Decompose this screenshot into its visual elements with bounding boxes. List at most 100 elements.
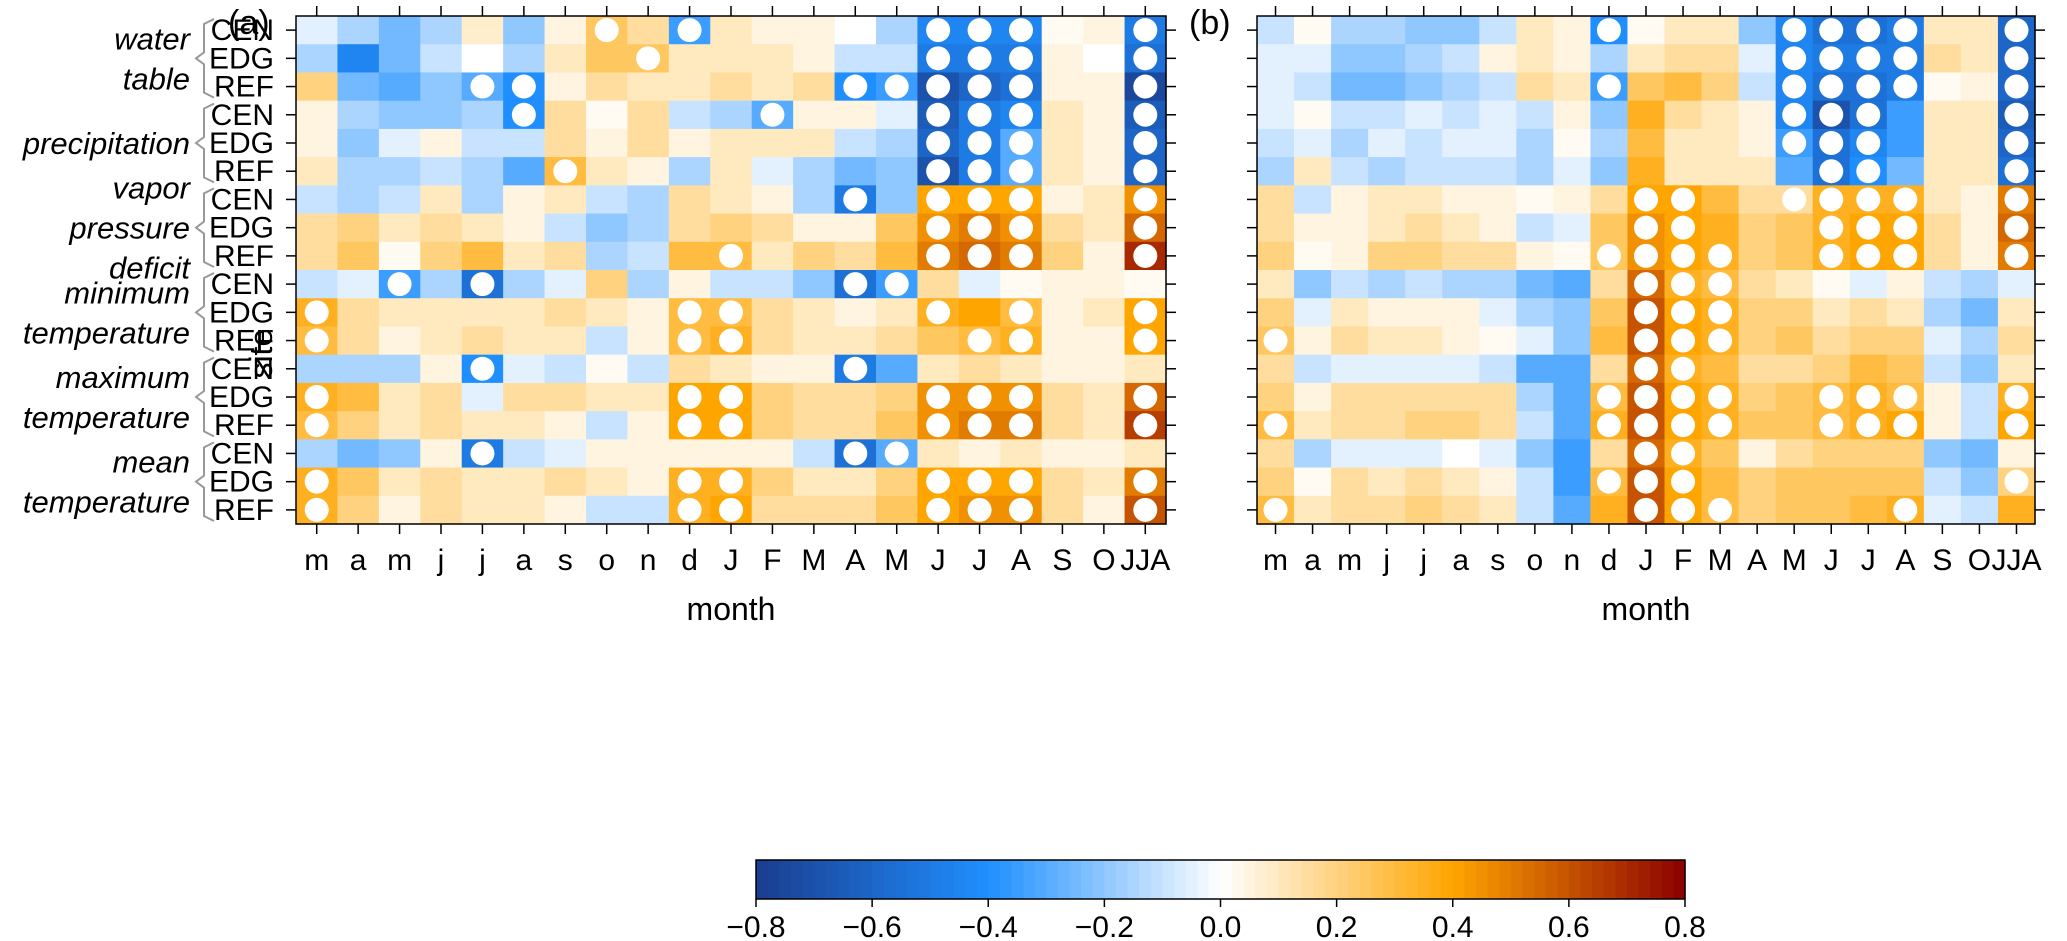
heatmap-cell <box>1738 185 1777 215</box>
heatmap-cell <box>420 467 463 497</box>
colorbar-swatch <box>1499 860 1512 899</box>
heatmap-cell <box>1997 326 2036 356</box>
heatmap-cell <box>1775 157 1814 186</box>
colorbar-swatch <box>1046 860 1059 899</box>
heatmap-cell <box>876 411 919 440</box>
colorbar-swatch <box>1464 860 1477 899</box>
heatmap-cell <box>1812 326 1851 356</box>
heatmap-cell <box>1960 44 1999 74</box>
significance-dot <box>1133 385 1158 409</box>
x-tick-label: M <box>801 544 826 577</box>
colorbar-swatch <box>1394 860 1407 899</box>
heatmap-cell <box>1442 467 1480 497</box>
heatmap-cell <box>503 411 546 440</box>
group-label-water-table: water <box>114 21 191 56</box>
heatmap-cell <box>1886 326 1925 356</box>
significance-dot <box>1263 328 1288 353</box>
significance-dot <box>967 187 992 212</box>
significance-dot <box>926 497 951 522</box>
significance-dot <box>2004 46 2029 71</box>
colorbar-swatch <box>1081 860 1094 899</box>
heatmap-cell <box>1368 354 1406 384</box>
colorbar-swatch <box>767 860 780 899</box>
colorbar-swatch <box>1475 860 1489 899</box>
heatmap-cell <box>710 72 753 102</box>
heatmap-cell <box>296 270 339 299</box>
heatmap-cell <box>668 44 711 74</box>
x-axis-title: month <box>1602 591 1691 627</box>
significance-dot <box>1708 328 1733 353</box>
significance-dot <box>1671 469 1696 494</box>
colorbar-swatch <box>872 860 885 899</box>
heatmap-cell <box>1812 270 1851 299</box>
y-tick-label: EDG <box>209 296 274 329</box>
heatmap-cell <box>1516 72 1554 102</box>
heatmap-cell <box>1257 439 1295 469</box>
heatmap-cell <box>710 157 753 186</box>
heatmap-cell <box>1368 241 1406 271</box>
significance-dot <box>1708 497 1733 522</box>
heatmap-cell <box>378 354 421 384</box>
heatmap-cell <box>1886 439 1925 469</box>
heatmap-cell <box>503 128 546 158</box>
significance-dot <box>470 441 495 466</box>
heatmap-cell <box>834 411 877 440</box>
heatmap-cell <box>544 467 587 497</box>
colorbar-tick-label: −0.6 <box>843 911 902 941</box>
significance-dot <box>967 46 992 71</box>
significance-dot <box>1893 413 1918 438</box>
heatmap-cell <box>586 326 629 356</box>
heatmap-cell <box>1516 411 1554 440</box>
heatmap-cell <box>586 270 629 299</box>
significance-dot <box>926 187 951 212</box>
heatmap-cell <box>1294 241 1332 271</box>
colorbar-swatch <box>1127 860 1140 899</box>
y-tick-label: REF <box>214 155 274 188</box>
y-tick-label: EDG <box>209 42 274 75</box>
heatmap-cell <box>337 298 380 328</box>
heatmap-cell <box>1083 157 1126 186</box>
x-tick-label: o <box>1527 544 1544 577</box>
heatmap-cell <box>1923 326 1962 356</box>
heatmap-cell <box>1331 185 1369 215</box>
heatmap-cell <box>1553 16 1592 45</box>
heatmap-cell <box>1960 354 1999 384</box>
heatmap-cell <box>1368 326 1406 356</box>
heatmap-cell <box>1442 213 1480 243</box>
heatmap-cell <box>544 439 587 469</box>
heatmap-cell <box>420 411 463 440</box>
heatmap-cell <box>751 411 794 440</box>
heatmap-cell <box>1738 44 1777 74</box>
heatmap-cell <box>751 72 794 102</box>
heatmap-cell <box>793 213 836 243</box>
significance-dot <box>677 18 702 43</box>
heatmap-cell <box>296 439 339 469</box>
significance-dot <box>1856 187 1881 212</box>
colorbar-swatch <box>1104 860 1117 899</box>
heatmap-cell <box>1516 439 1554 469</box>
heatmap-cell <box>1849 354 1888 384</box>
significance-dot <box>1671 272 1696 297</box>
heatmap-cell <box>1886 157 1925 186</box>
colorbar-swatch <box>1336 860 1349 899</box>
heatmap-cell <box>1257 44 1295 74</box>
heatmap-cell <box>876 495 919 525</box>
heatmap-cell <box>1368 157 1406 186</box>
heatmap-cell <box>793 128 836 158</box>
significance-dot <box>884 74 909 99</box>
significance-dot <box>1819 385 1844 409</box>
colorbar-swatch <box>1034 860 1047 899</box>
colorbar-swatch <box>976 860 989 899</box>
heatmap-cell <box>503 270 546 299</box>
heatmap-cell <box>1257 298 1295 328</box>
significance-dot <box>1671 356 1696 381</box>
heatmap-cell <box>627 411 670 440</box>
heatmap-cell <box>1775 467 1814 497</box>
significance-dot <box>1009 497 1033 522</box>
heatmap-cell <box>1960 213 1999 243</box>
significance-dot <box>1856 18 1881 43</box>
heatmap-cell <box>1997 298 2036 328</box>
heatmap-cell <box>1479 411 1517 440</box>
significance-dot <box>1893 385 1918 409</box>
heatmap-cell <box>1294 16 1332 45</box>
